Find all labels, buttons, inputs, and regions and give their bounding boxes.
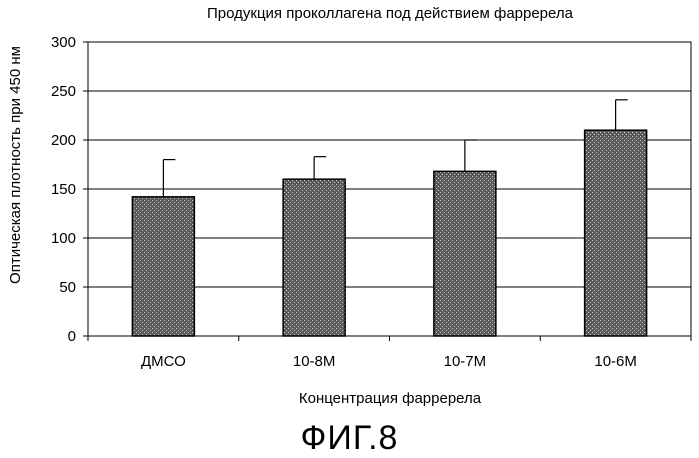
x-tick-label: ДМСО xyxy=(141,353,186,370)
chart-title: Продукция проколлагена под действием фар… xyxy=(207,5,574,22)
x-tick-label: 10-6M xyxy=(594,353,637,370)
x-axis-label: Концентрация фарререла xyxy=(299,390,482,407)
bar xyxy=(585,130,647,336)
x-tick-label: 10-7M xyxy=(444,353,487,370)
figure-label: ФИГ.8 xyxy=(0,418,699,458)
y-tick-label: 200 xyxy=(51,132,76,149)
bars xyxy=(132,130,646,336)
y-tick-label: 100 xyxy=(51,230,76,247)
y-axis-label: Оптическая плотность при 450 нм xyxy=(7,46,24,284)
bar xyxy=(283,179,345,336)
y-tick-label: 0 xyxy=(68,328,76,345)
error-bars xyxy=(163,100,627,197)
y-tick-label: 50 xyxy=(59,279,76,296)
y-tick-label: 150 xyxy=(51,181,76,198)
x-axis-ticks: ДМСО 10-8M 10-7M 10-6M xyxy=(88,336,691,370)
y-tick-label: 250 xyxy=(51,83,76,100)
bar xyxy=(434,171,496,336)
y-tick-label: 300 xyxy=(51,34,76,51)
bar xyxy=(132,197,194,336)
bar-chart: Продукция проколлагена под действием фар… xyxy=(0,0,699,418)
y-axis-ticks: 0 50 100 150 200 250 300 xyxy=(51,34,88,345)
x-tick-label: 10-8M xyxy=(293,353,336,370)
